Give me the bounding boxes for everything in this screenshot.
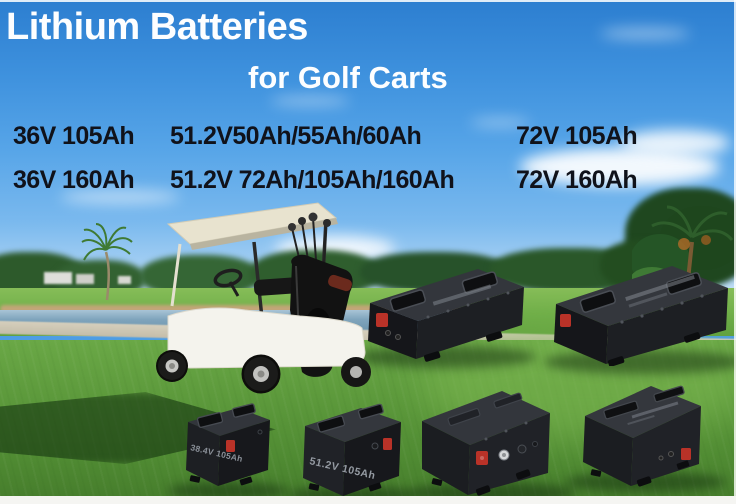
connector-port: [668, 451, 674, 457]
vent-port: [257, 429, 263, 435]
spec-72v-160ah: 72V 160Ah: [516, 166, 638, 194]
battery-pack-cube: 38.4V 105Ah: [186, 403, 270, 486]
top-plate: [447, 407, 481, 427]
cloud: [600, 28, 690, 39]
battery-pack-right: [583, 385, 701, 487]
golf-clubs: [291, 217, 327, 263]
red-terminal: [476, 451, 488, 465]
cloud: [620, 130, 730, 156]
bottom-border: [0, 496, 736, 504]
cart-wheels: [156, 350, 371, 394]
golf-cart: [156, 202, 371, 394]
steering-wheel: [213, 268, 243, 297]
spec-51v-small: 51.2V50Ah/55Ah/60Ah: [170, 122, 422, 150]
battery-pack-large: [554, 266, 728, 366]
red-terminal: [560, 314, 571, 327]
spec-label-strip: [432, 284, 492, 306]
spec-label-strip: [627, 414, 655, 426]
connector-port: [658, 455, 664, 461]
palm-tree: [81, 223, 133, 301]
cloud: [60, 190, 180, 204]
battery-pack-box: [422, 391, 550, 496]
connector-port: [532, 441, 538, 447]
battery-pack-mid: 51.2V 105Ah: [303, 403, 401, 496]
carry-handle: [579, 290, 616, 313]
spec-72v-105ah: 72V 105Ah: [516, 122, 638, 150]
carry-handle: [389, 289, 427, 312]
battery-shadow: [168, 482, 288, 500]
carry-handle: [357, 403, 384, 420]
top-plate: [493, 392, 523, 409]
connector-port: [371, 442, 379, 450]
spec-51v-large: 51.2V 72Ah/105Ah/160Ah: [170, 166, 455, 194]
spec-label-strip: [625, 274, 695, 302]
distant-building: [76, 274, 94, 284]
carry-handle: [603, 400, 639, 420]
red-terminal: [226, 440, 235, 452]
page-title: Lithium Batteries: [6, 6, 308, 48]
cart-canopy-edge: [190, 218, 338, 250]
connector-port: [395, 334, 401, 340]
spec-label-strip: [628, 292, 668, 308]
page-subtitle: for Golf Carts: [248, 60, 448, 95]
spec-label-strip: [631, 401, 679, 419]
carry-handle: [196, 412, 224, 428]
cloud: [470, 118, 530, 127]
connector-port: [385, 330, 391, 336]
carry-handle: [231, 403, 256, 418]
red-terminal: [383, 438, 392, 450]
distant-building: [118, 276, 131, 284]
battery-pack-long: [368, 269, 524, 362]
right-border: [734, 0, 736, 504]
spec-36v-160ah: 36V 160Ah: [13, 166, 135, 194]
top-border: [0, 0, 736, 2]
connector-port: [517, 444, 527, 454]
spec-36v-105ah: 36V 105Ah: [13, 122, 135, 150]
cloud: [270, 96, 350, 106]
distant-building: [44, 272, 72, 284]
red-terminal: [681, 448, 691, 460]
carry-handle: [653, 385, 685, 403]
driver-head: [328, 274, 352, 292]
carry-handle: [316, 415, 346, 433]
red-terminal: [376, 313, 388, 327]
